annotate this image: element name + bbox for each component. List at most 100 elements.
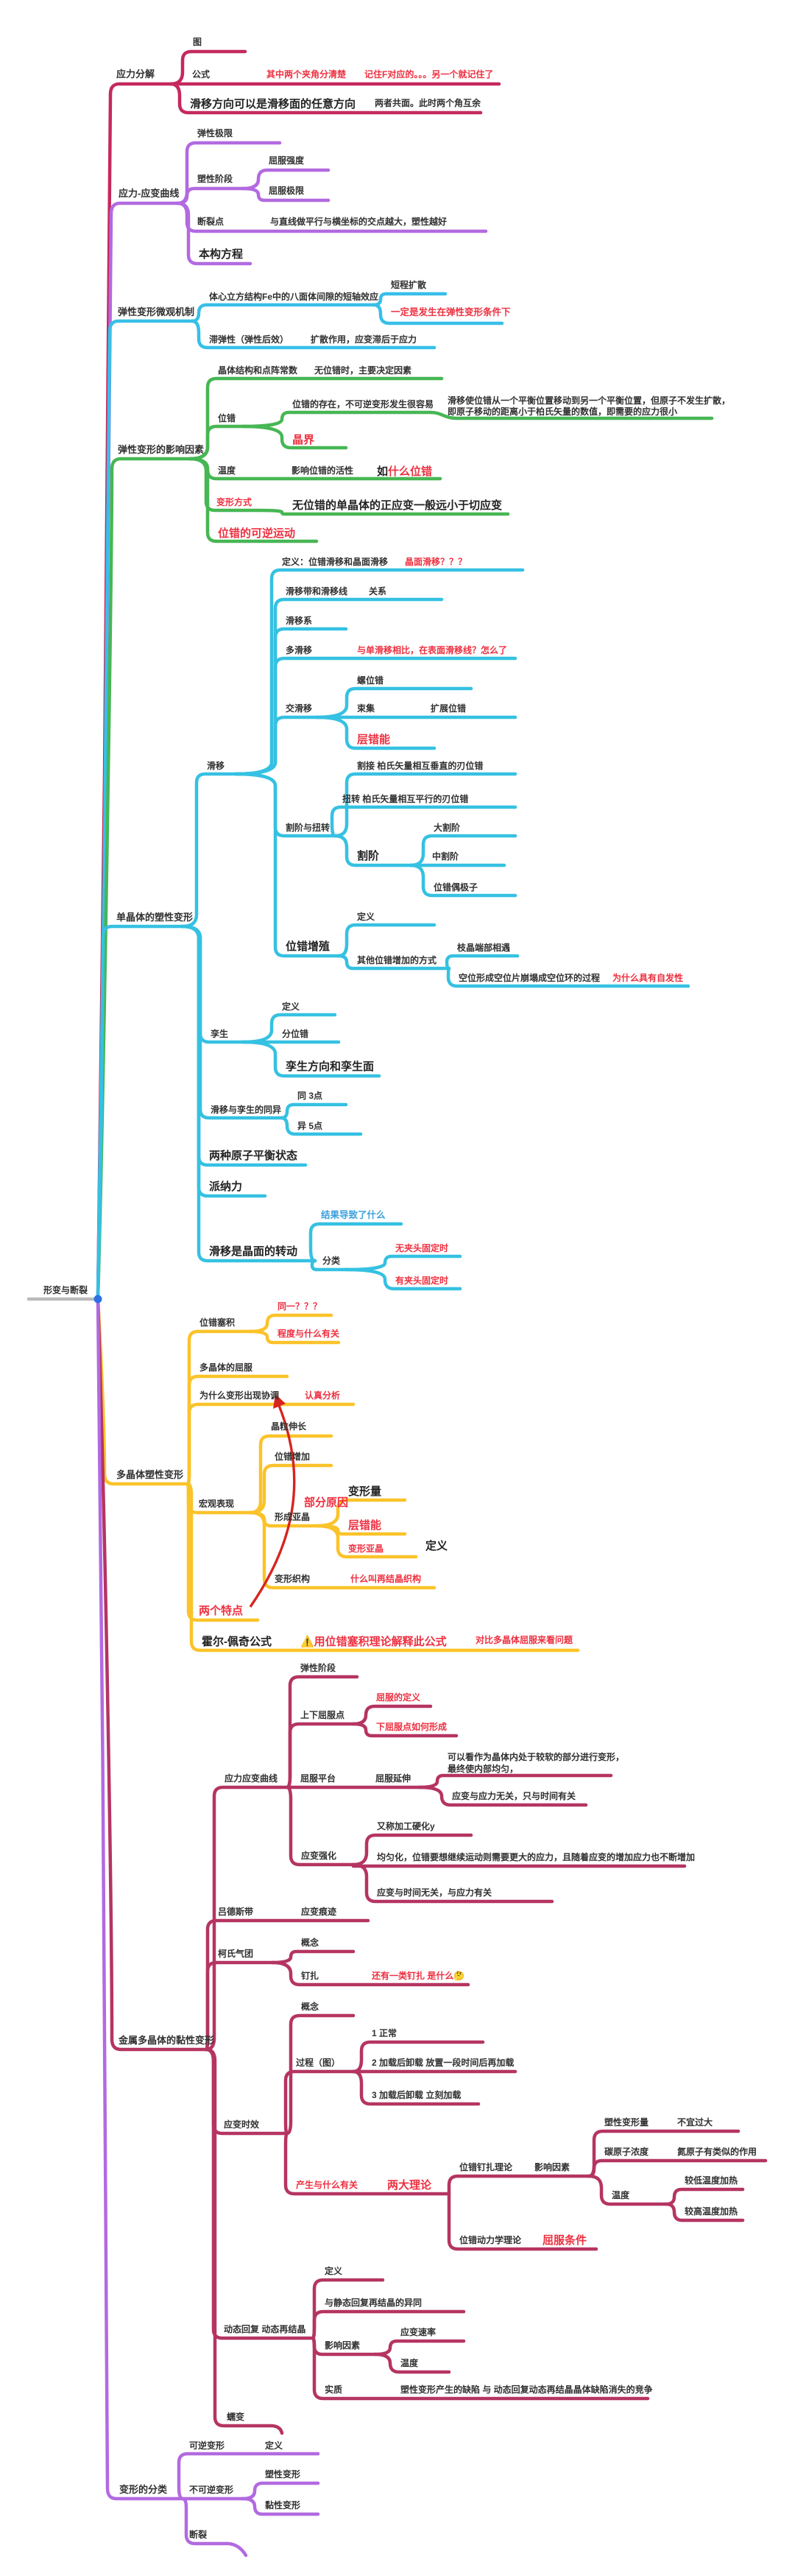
svg-text:晶粒伸长: 晶粒伸长 (271, 1421, 307, 1432)
svg-text:如什么位错: 如什么位错 (377, 465, 432, 478)
svg-text:扭转 柏氏矢量相互平行的刃位错: 扭转 柏氏矢量相互平行的刃位错 (342, 793, 468, 804)
svg-text:应变痕迹: 应变痕迹 (301, 1906, 336, 1917)
svg-text:可逆变形: 可逆变形 (189, 2440, 225, 2451)
svg-text:位错的可逆运动: 位错的可逆运动 (218, 527, 295, 540)
svg-text:扩展位错: 扩展位错 (431, 703, 466, 714)
svg-text:弹性极限: 弹性极限 (197, 127, 233, 138)
svg-text:割阶: 割阶 (357, 849, 380, 862)
svg-text:中割阶: 中割阶 (432, 851, 459, 862)
svg-text:屈服延伸: 屈服延伸 (375, 1773, 411, 1784)
svg-text:位错增加: 位错增加 (275, 1451, 310, 1462)
svg-text:部分原因: 部分原因 (304, 1496, 348, 1509)
svg-text:形变与断裂: 形变与断裂 (43, 1284, 88, 1295)
svg-text:割接 柏氏矢量相互垂直的刃位错: 割接 柏氏矢量相互垂直的刃位错 (357, 760, 483, 771)
svg-text:较高温度加热: 较高温度加热 (685, 2206, 738, 2217)
svg-text:屈服条件: 屈服条件 (543, 2234, 587, 2247)
svg-text:柯氏气团: 柯氏气团 (218, 1948, 253, 1959)
svg-text:⚠️用位错塞积理论解释此公式: ⚠️用位错塞积理论解释此公式 (300, 1635, 447, 1648)
svg-text:又称加工硬化y: 又称加工硬化y (376, 1820, 435, 1831)
svg-text:晶体结构和点阵常数: 晶体结构和点阵常数 (218, 365, 298, 376)
svg-text:滑移是晶面的转动: 滑移是晶面的转动 (209, 1245, 297, 1258)
svg-text:体心立方结构Fe中的八面体间隙的短轴效应: 体心立方结构Fe中的八面体间隙的短轴效应 (209, 291, 378, 302)
svg-text:蠕变: 蠕变 (227, 2411, 244, 2422)
svg-text:滑移带和滑移线: 滑移带和滑移线 (286, 585, 347, 597)
svg-text:单晶体的塑性变形: 单晶体的塑性变形 (116, 912, 193, 923)
svg-text:塑性阶段: 塑性阶段 (197, 173, 233, 184)
svg-text:温度: 温度 (400, 2357, 419, 2368)
svg-text:应变速率: 应变速率 (400, 2326, 436, 2337)
svg-text:分位错: 分位错 (282, 1028, 308, 1039)
svg-text:位错塞积: 位错塞积 (199, 1317, 235, 1328)
svg-text:两者共面。此时两个角互余: 两者共面。此时两个角互余 (375, 97, 481, 108)
svg-text:孪生: 孪生 (211, 1028, 228, 1039)
svg-text:与静态回复再结晶的异同: 与静态回复再结晶的异同 (325, 2297, 422, 2308)
svg-text:概念: 概念 (301, 1937, 319, 1948)
svg-text:弹性阶段: 弹性阶段 (300, 1662, 336, 1673)
svg-text:层错能: 层错能 (348, 1518, 381, 1532)
svg-text:为什么具有自发性: 为什么具有自发性 (612, 972, 683, 983)
svg-text:位错偶极子: 位错偶极子 (434, 881, 478, 893)
svg-text:应变与应力无关，只与时间有关: 应变与应力无关，只与时间有关 (452, 1790, 576, 1801)
svg-text:图: 图 (193, 37, 202, 47)
svg-text:弹性变形微观机制: 弹性变形微观机制 (118, 306, 194, 317)
svg-text:影响因素: 影响因素 (325, 2340, 360, 2351)
svg-text:派纳力: 派纳力 (209, 1180, 242, 1193)
svg-text:一定是发生在弹性变形条件下: 一定是发生在弹性变形条件下 (391, 306, 511, 317)
svg-text:宏观表现: 宏观表现 (199, 1498, 234, 1509)
svg-text:吕德斯带: 吕德斯带 (218, 1906, 253, 1917)
svg-text:无位错的单晶体的正应变一般远小于切应变: 无位错的单晶体的正应变一般远小于切应变 (292, 499, 502, 512)
svg-text:2 加载后卸载 放置一段时间后再加载: 2 加载后卸载 放置一段时间后再加载 (372, 2057, 514, 2068)
svg-text:形成亚晶: 形成亚晶 (275, 1511, 310, 1522)
svg-text:孪生方向和孪生面: 孪生方向和孪生面 (286, 1060, 374, 1073)
svg-text:程度与什么有关: 程度与什么有关 (278, 1328, 339, 1339)
svg-text:公式: 公式 (192, 68, 210, 80)
svg-text:为什么变形出现协调: 为什么变形出现协调 (199, 1390, 279, 1401)
svg-text:最终使内部均匀，: 最终使内部均匀， (448, 1763, 518, 1774)
svg-text:较低温度加热: 较低温度加热 (685, 2175, 738, 2186)
svg-text:屈服平台: 屈服平台 (300, 1773, 336, 1784)
svg-text:多晶体塑性变形: 多晶体塑性变形 (116, 1469, 183, 1480)
svg-text:影响位错的活性: 影响位错的活性 (292, 465, 353, 476)
svg-text:其中两个夹角分清楚: 其中两个夹角分清楚 (266, 68, 347, 80)
svg-text:晶面滑移？？？: 晶面滑移？？？ (405, 556, 467, 567)
svg-text:碳原子浓度: 碳原子浓度 (604, 2146, 649, 2157)
svg-text:滑移: 滑移 (207, 760, 225, 771)
svg-text:温度: 温度 (218, 465, 236, 476)
svg-text:异 5点: 异 5点 (297, 1120, 322, 1131)
svg-text:上下屈服点: 上下屈服点 (300, 1709, 344, 1720)
svg-text:钉扎: 钉扎 (301, 1970, 319, 1981)
svg-text:过程（图）: 过程（图） (296, 2057, 340, 2068)
svg-text:变形织构: 变形织构 (275, 1573, 310, 1584)
svg-text:变形亚晶: 变形亚晶 (348, 1543, 384, 1554)
svg-text:均匀化，位错要想继续运动则需要更大的应力，且随着应变的增加应: 均匀化，位错要想继续运动则需要更大的应力，且随着应变的增加应力也不断增加 (377, 1851, 695, 1862)
svg-text:定义: 定义 (425, 1539, 448, 1552)
svg-text:什么叫再结晶织构: 什么叫再结晶织构 (350, 1573, 421, 1584)
svg-text:断裂点: 断裂点 (197, 216, 224, 227)
svg-text:短程扩散: 短程扩散 (391, 279, 427, 290)
svg-text:扩散作用，应变滞后于应力: 扩散作用，应变滞后于应力 (311, 334, 417, 345)
svg-text:定义: 定义 (265, 2440, 283, 2451)
svg-text:变形的分类: 变形的分类 (119, 2484, 168, 2495)
svg-text:多滑移: 多滑移 (286, 644, 312, 655)
svg-text:滑移与孪生的同异: 滑移与孪生的同异 (211, 1104, 281, 1115)
svg-text:概念: 概念 (301, 2001, 319, 2012)
svg-text:定义: 定义 (357, 911, 375, 922)
svg-text:1 正常: 1 正常 (372, 2027, 397, 2038)
svg-text:两大理论: 两大理论 (387, 2178, 432, 2192)
svg-text:位错动力学理论: 位错动力学理论 (459, 2234, 522, 2245)
svg-text:变形量: 变形量 (348, 1485, 381, 1498)
svg-text:不可逆变形: 不可逆变形 (189, 2484, 233, 2495)
svg-text:金属多晶体的黏性变形: 金属多晶体的黏性变形 (118, 2035, 214, 2046)
svg-text:无夹头固定时: 无夹头固定时 (395, 1242, 448, 1253)
svg-text:对比多晶体屈服来看问题: 对比多晶体屈服来看问题 (476, 1634, 573, 1645)
svg-text:大割阶: 大割阶 (434, 822, 461, 833)
svg-text:霍尔-佩奇公式: 霍尔-佩奇公式 (202, 1635, 272, 1648)
svg-text:空位形成空位片崩塌成空位环的过程: 空位形成空位片崩塌成空位环的过程 (459, 972, 600, 983)
svg-text:产生与什么有关: 产生与什么有关 (296, 2179, 358, 2190)
svg-text:动态回复 动态再结晶: 动态回复 动态再结晶 (224, 2323, 305, 2334)
svg-text:滑移方向可以是滑移面的任意方向: 滑移方向可以是滑移面的任意方向 (190, 97, 356, 110)
svg-text:断裂: 断裂 (189, 2529, 207, 2540)
svg-text:两种原子平衡状态: 两种原子平衡状态 (209, 1149, 297, 1162)
svg-text:塑性变形: 塑性变形 (265, 2468, 300, 2480)
svg-text:同 3点: 同 3点 (297, 1090, 322, 1101)
